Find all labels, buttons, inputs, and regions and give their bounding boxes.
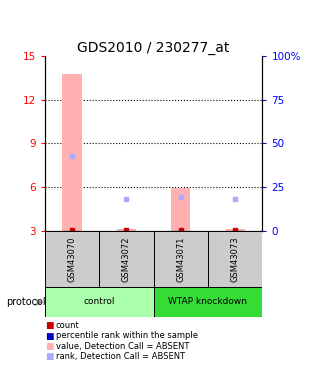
Text: GSM43070: GSM43070 (68, 236, 76, 282)
Text: ■: ■ (45, 342, 54, 351)
Text: GSM43072: GSM43072 (122, 236, 131, 282)
Text: value, Detection Call = ABSENT: value, Detection Call = ABSENT (56, 342, 189, 351)
Text: control: control (84, 297, 115, 306)
Bar (45, 287, 154, 317)
Text: GSM43073: GSM43073 (231, 236, 240, 282)
Bar (117, 230, 136, 231)
Bar (171, 188, 190, 231)
Text: count: count (56, 321, 80, 330)
Text: GSM43071: GSM43071 (176, 236, 185, 282)
Bar (226, 230, 245, 231)
Text: percentile rank within the sample: percentile rank within the sample (56, 332, 198, 340)
Text: ■: ■ (45, 332, 54, 340)
Text: ■: ■ (45, 321, 54, 330)
Bar (208, 231, 262, 287)
Bar (154, 231, 208, 287)
Bar (62, 74, 82, 231)
Title: GDS2010 / 230277_at: GDS2010 / 230277_at (77, 41, 230, 55)
Text: ■: ■ (45, 352, 54, 362)
Bar (45, 231, 99, 287)
Text: WTAP knockdown: WTAP knockdown (169, 297, 247, 306)
Text: protocol: protocol (6, 297, 46, 307)
Bar (99, 231, 154, 287)
Text: rank, Detection Call = ABSENT: rank, Detection Call = ABSENT (56, 352, 185, 362)
Bar (154, 287, 262, 317)
